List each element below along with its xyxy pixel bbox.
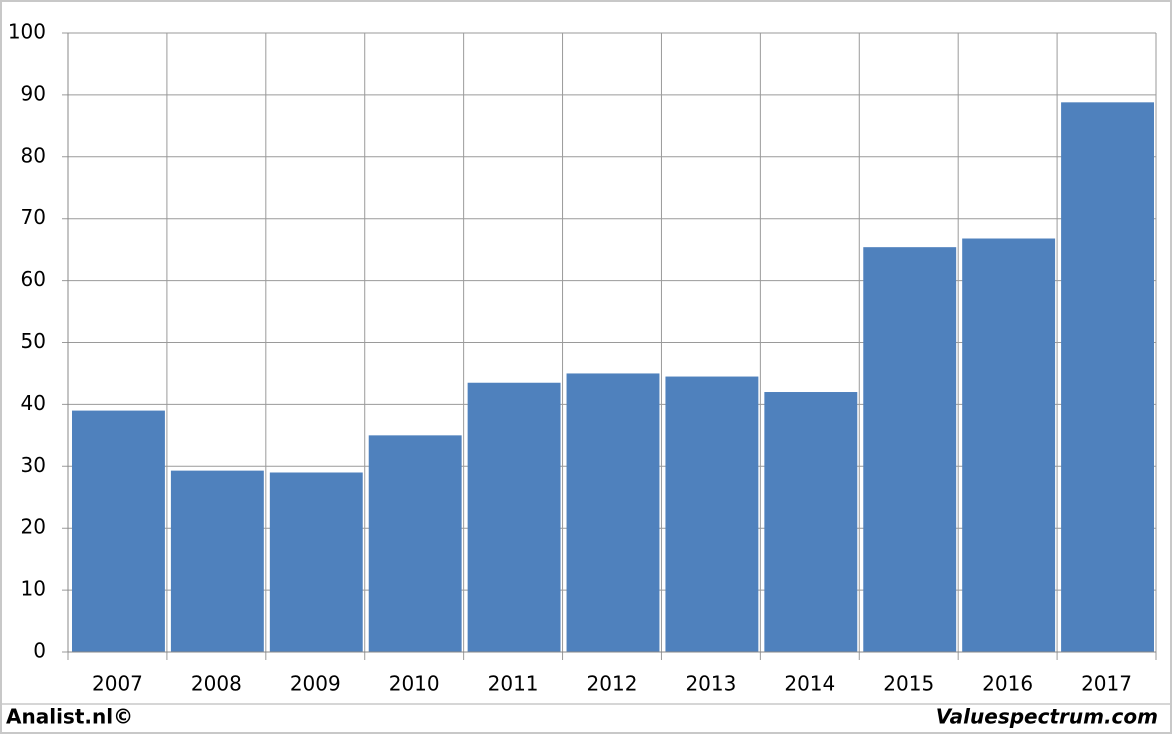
x-tick-label: 2015 (883, 672, 934, 696)
footer-left: Analist.nl© (6, 705, 133, 729)
x-tick-label: 2008 (191, 672, 242, 696)
bar (72, 410, 165, 652)
y-tick-label: 70 (21, 205, 46, 229)
x-tick-label: 2016 (982, 672, 1033, 696)
x-tick-label: 2017 (1081, 672, 1132, 696)
bar (269, 472, 363, 652)
y-tick-label: 10 (21, 577, 46, 601)
y-tick-label: 80 (21, 143, 46, 167)
x-tick-label: 2014 (784, 672, 835, 696)
footer-right: Valuespectrum.com (936, 705, 1158, 729)
bar (764, 392, 858, 652)
y-tick-label: 40 (21, 391, 46, 415)
x-tick-label: 2009 (290, 672, 341, 696)
x-tick-label: 2012 (587, 672, 638, 696)
y-tick-label: 90 (21, 81, 46, 105)
y-tick-label: 100 (8, 20, 46, 44)
bar (1061, 102, 1154, 652)
bar (863, 247, 957, 652)
y-tick-label: 20 (21, 515, 46, 539)
y-tick-label: 30 (21, 453, 46, 477)
bar (962, 238, 1056, 652)
x-tick-label: 2007 (92, 672, 143, 696)
x-tick-label: 2011 (488, 672, 539, 696)
bar (665, 376, 759, 652)
x-tick-label: 2010 (389, 672, 440, 696)
y-tick-label: 0 (33, 639, 46, 663)
bar (467, 382, 561, 652)
y-tick-label: 60 (21, 267, 46, 291)
bar (368, 435, 462, 652)
x-tick-label: 2013 (685, 672, 736, 696)
bar (566, 373, 660, 652)
bar (170, 470, 264, 652)
y-tick-label: 50 (21, 329, 46, 353)
